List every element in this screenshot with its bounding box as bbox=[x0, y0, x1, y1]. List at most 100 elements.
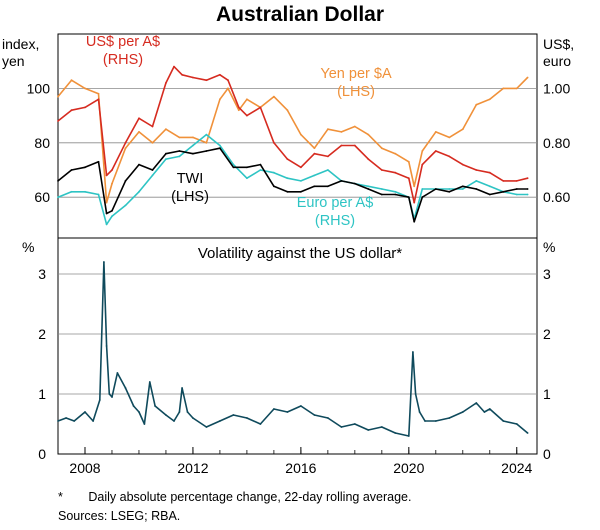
volatility-line-point bbox=[138, 411, 140, 413]
volatility-line-point bbox=[148, 381, 151, 383]
usd-per-aud-line-point bbox=[246, 114, 248, 117]
volatility-line-point bbox=[219, 420, 221, 422]
usd-per-aud-line-point bbox=[340, 144, 343, 147]
usd-per-aud-line-point bbox=[192, 76, 194, 79]
yen-per-aud-line-point bbox=[219, 98, 221, 101]
twi-line-point bbox=[246, 166, 248, 169]
volatility-line-point bbox=[173, 420, 175, 422]
yen-per-aud-line-point bbox=[413, 185, 416, 188]
usd-per-aud-line-point bbox=[57, 120, 59, 122]
usd-per-aud-line-point bbox=[448, 155, 451, 158]
usd-per-aud-line-point bbox=[515, 180, 518, 182]
volatility-line-point bbox=[108, 393, 111, 395]
usd-per-aud-line-point bbox=[151, 125, 154, 128]
twi-line-point bbox=[138, 163, 140, 166]
bottom-left-tick-label: 3 bbox=[38, 266, 46, 282]
twi-line-point bbox=[394, 193, 397, 196]
volatility-line-point bbox=[424, 420, 426, 422]
twi-line-point bbox=[327, 185, 329, 188]
usd-per-aud-line-point bbox=[181, 73, 184, 76]
chart-title: Australian Dollar bbox=[216, 3, 384, 26]
volatility-line-point bbox=[116, 372, 119, 374]
volatility-line-point bbox=[340, 426, 343, 428]
euro-per-aud-line-point bbox=[286, 177, 289, 180]
series-label-twi-note: (LHS) bbox=[171, 189, 209, 205]
yen-per-aud-line-point bbox=[515, 87, 518, 90]
yen-per-aud-line-point bbox=[367, 133, 370, 136]
volatility-line-point bbox=[154, 405, 157, 407]
twi-line-point bbox=[219, 147, 221, 150]
euro-per-aud-line-point bbox=[421, 188, 424, 190]
volatility-line-point bbox=[57, 420, 59, 422]
top-left-tick-label: 100 bbox=[27, 80, 51, 96]
volatility-line-point bbox=[353, 423, 356, 425]
yen-per-aud-line-point bbox=[178, 136, 181, 139]
volatility-line-point bbox=[232, 414, 235, 416]
top-left-axis-label-line2: yen bbox=[2, 53, 25, 69]
usd-per-aud-line-point bbox=[300, 166, 302, 169]
volatility-line-point bbox=[246, 417, 248, 419]
top-left-tick-label: 60 bbox=[34, 189, 50, 205]
x-tick-label: 2008 bbox=[69, 460, 100, 476]
euro-per-aud-line-point bbox=[111, 215, 113, 218]
volatility-line-point bbox=[488, 408, 491, 410]
twi-line-point bbox=[413, 220, 416, 223]
usd-per-aud-line-point bbox=[353, 144, 356, 147]
usd-per-aud-line-point bbox=[105, 174, 108, 177]
yen-per-aud-line-point bbox=[192, 136, 194, 139]
twi-line-point bbox=[353, 182, 356, 185]
x-tick-label: 2016 bbox=[285, 460, 316, 476]
series-label-euro-note: (RHS) bbox=[315, 213, 355, 229]
volatility-line-point bbox=[394, 432, 397, 434]
volatility-line-point bbox=[414, 393, 417, 395]
twi-line-point bbox=[273, 185, 275, 188]
usd-per-aud-line-point bbox=[421, 163, 424, 166]
yen-per-aud-line-point bbox=[227, 87, 229, 90]
usd-per-aud-line-point bbox=[461, 163, 464, 166]
usd-per-aud-line-point bbox=[434, 150, 437, 152]
yen-per-aud-line bbox=[57, 76, 529, 204]
usd-per-aud-line-point bbox=[286, 158, 289, 161]
yen-per-aud-line-point bbox=[526, 76, 529, 79]
euro-per-aud-line-point bbox=[232, 163, 235, 166]
top-right-tick-label: 0.80 bbox=[543, 135, 570, 151]
chart-frame bbox=[57, 33, 538, 455]
yen-per-aud-line-point bbox=[475, 103, 478, 106]
usd-per-aud-line-point bbox=[394, 171, 397, 174]
top-left-axis-label-line1: index, bbox=[2, 36, 39, 52]
twi-line-point bbox=[313, 185, 316, 188]
yen-per-aud-line-point bbox=[57, 95, 59, 98]
volatility-line-point bbox=[84, 411, 86, 413]
usd-per-aud-line-point bbox=[273, 141, 275, 144]
usd-per-aud-line-point bbox=[227, 79, 229, 82]
usd-per-aud-line-point bbox=[313, 152, 316, 155]
series-label-usd: US$ per A$ bbox=[86, 34, 160, 50]
yen-per-aud-line-point bbox=[407, 160, 410, 163]
yen-per-aud-line-point bbox=[461, 128, 464, 131]
volatility-line-point bbox=[300, 405, 302, 407]
twi-line-point bbox=[340, 180, 343, 182]
volatility-line-point bbox=[178, 411, 181, 413]
usd-per-aud-line-point bbox=[413, 201, 416, 204]
volatility-line-point bbox=[407, 435, 410, 437]
volatility-line-point bbox=[448, 417, 451, 419]
yen-per-aud-line-point bbox=[151, 141, 154, 144]
euro-per-aud-line-point bbox=[448, 188, 451, 190]
usd-per-aud-line-point bbox=[97, 98, 100, 101]
twi-line-point bbox=[461, 185, 464, 188]
yen-per-aud-line-point bbox=[138, 131, 140, 133]
volatility-line-point bbox=[515, 423, 518, 425]
usd-per-aud-line-point bbox=[380, 169, 383, 171]
euro-per-aud-line-point bbox=[165, 158, 167, 161]
euro-per-aud-line-point bbox=[70, 190, 73, 193]
top-right-tick-label: 1.00 bbox=[543, 80, 570, 96]
euro-per-aud-line-point bbox=[380, 188, 383, 190]
euro-per-aud-line-point bbox=[259, 169, 262, 171]
volatility-line-point bbox=[526, 432, 529, 434]
yen-per-aud-line-point bbox=[380, 147, 383, 150]
yen-per-aud-line-point bbox=[502, 87, 505, 90]
volatility-line-point bbox=[105, 345, 108, 347]
twi-line-point bbox=[380, 193, 383, 196]
sources: Sources: LSEG; RBA. bbox=[58, 509, 181, 523]
yen-per-aud-line-point bbox=[165, 128, 167, 131]
